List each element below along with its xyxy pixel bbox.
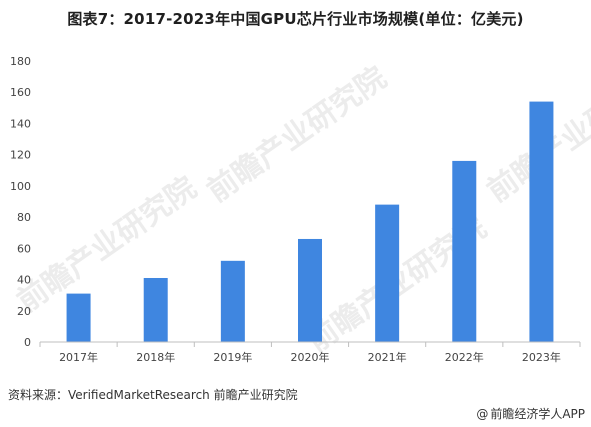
x-tick-label: 2018年 — [136, 350, 175, 364]
x-tick-label: 2023年 — [522, 350, 561, 364]
x-tick-label: 2022年 — [445, 350, 484, 364]
credit-label: 前瞻经济学人APP — [490, 407, 585, 421]
x-tick-label: 2020年 — [291, 350, 330, 364]
bar — [66, 293, 91, 342]
y-tick-label: 100 — [10, 180, 31, 193]
bar — [143, 277, 168, 342]
y-tick-label: 180 — [10, 55, 31, 68]
y-tick-label: 140 — [10, 117, 31, 130]
bar — [529, 101, 554, 342]
x-tick-label: 2019年 — [213, 350, 252, 364]
y-tick-label: 60 — [17, 242, 31, 255]
bars — [66, 101, 554, 342]
bar — [375, 204, 400, 342]
y-tick-label: 0 — [24, 336, 31, 349]
source-note: 资料来源：VerifiedMarketResearch 前瞻产业研究院 — [8, 388, 298, 402]
y-tick-label: 20 — [17, 305, 31, 318]
y-tick-label: 120 — [10, 149, 31, 162]
y-axis-ticks: 0 20 40 60 80 100 120 140 160 180 — [10, 55, 31, 349]
x-tick-label: 2017年 — [59, 350, 98, 364]
y-tick-label: 80 — [17, 211, 31, 224]
at-sign-icon: @ — [476, 406, 489, 421]
bar — [298, 238, 322, 342]
x-axis-ticks: 2017年 2018年 2019年 2020年 2021年 2022年 2023年 — [39, 342, 581, 364]
y-tick-label: 160 — [10, 86, 31, 99]
credit: @ 前瞻经济学人APP — [476, 405, 585, 422]
y-tick-label: 40 — [17, 274, 31, 287]
chart-title: 图表7：2017-2023年中国GPU芯片行业市场规模(单位：亿美元) — [67, 10, 524, 28]
x-tick-label: 2021年 — [368, 350, 407, 364]
bar — [452, 160, 477, 342]
bar — [220, 260, 245, 342]
